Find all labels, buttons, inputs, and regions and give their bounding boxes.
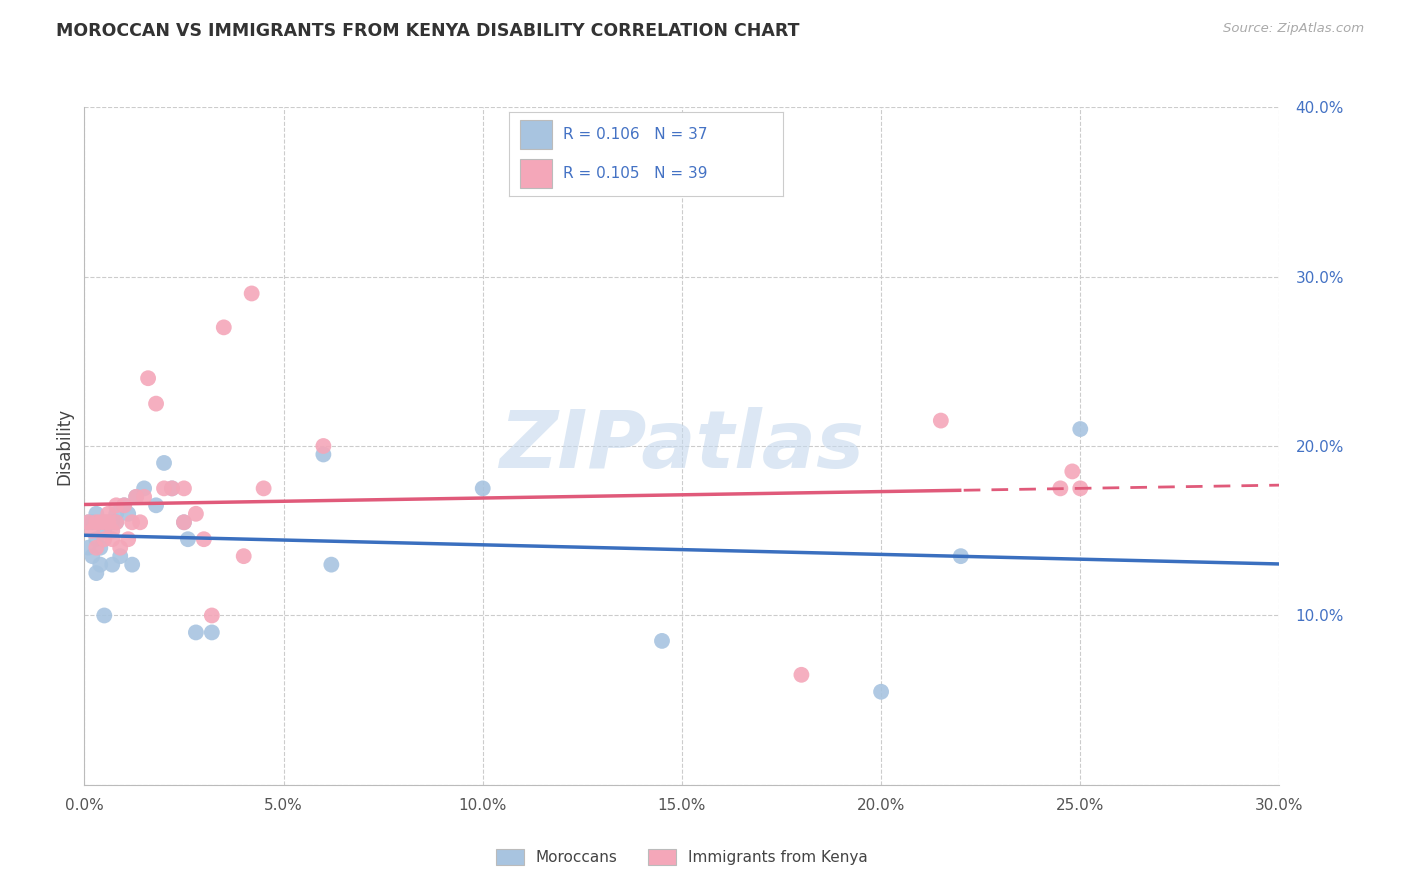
Bar bbox=[520, 159, 553, 188]
Point bbox=[86, 566, 108, 581]
Point bbox=[173, 482, 195, 496]
Point bbox=[77, 515, 100, 529]
Text: R = 0.105   N = 39: R = 0.105 N = 39 bbox=[564, 166, 709, 181]
Point bbox=[117, 507, 139, 521]
Point bbox=[132, 482, 156, 496]
Point bbox=[132, 490, 156, 504]
Point bbox=[312, 439, 335, 453]
Point bbox=[160, 482, 183, 496]
Point bbox=[93, 515, 115, 529]
Point bbox=[153, 456, 176, 470]
Y-axis label: Disability: Disability bbox=[55, 408, 73, 484]
Point bbox=[321, 558, 343, 572]
Point bbox=[93, 532, 115, 546]
Point bbox=[93, 608, 115, 623]
Point bbox=[101, 558, 124, 572]
Text: R = 0.106   N = 37: R = 0.106 N = 37 bbox=[564, 127, 709, 142]
Point bbox=[105, 507, 128, 521]
Point bbox=[312, 447, 335, 462]
Point bbox=[105, 515, 128, 529]
Point bbox=[145, 498, 167, 512]
Point bbox=[117, 532, 139, 546]
Point bbox=[136, 371, 159, 385]
Point bbox=[173, 515, 195, 529]
Point bbox=[184, 625, 207, 640]
Point bbox=[82, 524, 104, 538]
Point bbox=[110, 541, 132, 555]
Point bbox=[86, 532, 108, 546]
Point bbox=[145, 396, 167, 410]
Point bbox=[193, 532, 215, 546]
Point bbox=[86, 515, 108, 529]
Point bbox=[82, 515, 104, 529]
Point bbox=[89, 515, 111, 529]
Point bbox=[93, 515, 115, 529]
Point bbox=[212, 320, 235, 334]
Text: ZIPatlas: ZIPatlas bbox=[499, 407, 865, 485]
Text: MOROCCAN VS IMMIGRANTS FROM KENYA DISABILITY CORRELATION CHART: MOROCCAN VS IMMIGRANTS FROM KENYA DISABI… bbox=[56, 22, 800, 40]
Point bbox=[232, 549, 254, 564]
Point bbox=[97, 515, 120, 529]
Point bbox=[160, 482, 183, 496]
Point bbox=[97, 515, 120, 529]
Point bbox=[870, 685, 893, 699]
Point bbox=[105, 498, 128, 512]
Point bbox=[110, 549, 132, 564]
Point bbox=[112, 498, 135, 512]
Point bbox=[112, 498, 135, 512]
Point bbox=[471, 482, 494, 496]
Point bbox=[101, 524, 124, 538]
Point bbox=[105, 515, 128, 529]
Point bbox=[121, 558, 143, 572]
Point bbox=[153, 482, 176, 496]
Point bbox=[97, 507, 120, 521]
Point bbox=[93, 524, 115, 538]
Point bbox=[89, 558, 111, 572]
Point bbox=[1062, 464, 1084, 478]
Point bbox=[125, 490, 148, 504]
Point bbox=[201, 625, 224, 640]
Point bbox=[177, 532, 200, 546]
Point bbox=[949, 549, 972, 564]
Point bbox=[240, 286, 263, 301]
Text: Source: ZipAtlas.com: Source: ZipAtlas.com bbox=[1223, 22, 1364, 36]
Legend: Moroccans, Immigrants from Kenya: Moroccans, Immigrants from Kenya bbox=[496, 849, 868, 865]
Bar bbox=[520, 120, 553, 149]
Point bbox=[929, 414, 952, 428]
Point bbox=[77, 515, 100, 529]
Point bbox=[101, 532, 124, 546]
Point bbox=[184, 507, 207, 521]
Point bbox=[1069, 482, 1091, 496]
Point bbox=[125, 490, 148, 504]
Point bbox=[86, 507, 108, 521]
Point bbox=[201, 608, 224, 623]
Point bbox=[86, 541, 108, 555]
Point bbox=[253, 482, 276, 496]
Point bbox=[77, 541, 100, 555]
Point bbox=[173, 515, 195, 529]
Point bbox=[82, 549, 104, 564]
Point bbox=[1069, 422, 1091, 436]
Point bbox=[121, 515, 143, 529]
Point bbox=[89, 541, 111, 555]
Point bbox=[1049, 482, 1071, 496]
Point bbox=[790, 667, 813, 681]
Point bbox=[129, 515, 152, 529]
Point bbox=[101, 515, 124, 529]
Point bbox=[651, 633, 673, 648]
